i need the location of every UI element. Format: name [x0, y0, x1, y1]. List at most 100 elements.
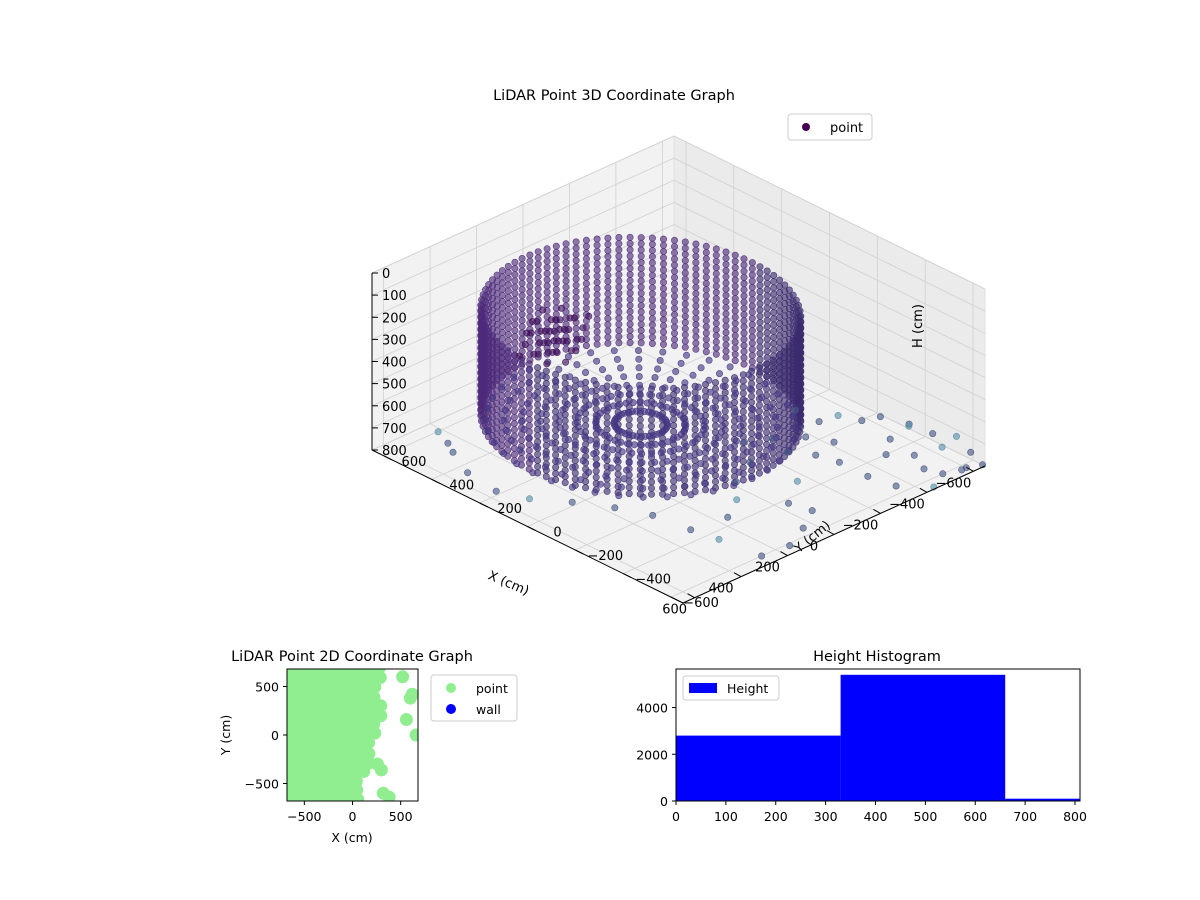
data-point-3d: [615, 320, 623, 328]
data-point-3d: [693, 408, 701, 416]
data-point-3d: [626, 270, 634, 278]
data-point-3d: [582, 267, 590, 275]
data-point-3d: [563, 400, 571, 408]
data-point-3d: [525, 446, 533, 454]
data-point-3d: [576, 476, 584, 484]
data-point-3d: [952, 432, 960, 440]
data-point-3d: [483, 404, 491, 412]
data-point-3d: [626, 258, 634, 266]
data-point-3d: [614, 476, 622, 484]
data-point-3d: [692, 314, 700, 322]
data-point-2d: [350, 746, 364, 760]
data-point-3d: [712, 350, 720, 358]
data-point-3d: [485, 386, 493, 394]
data-point-3d: [572, 256, 580, 264]
data-point-2d: [304, 765, 318, 779]
data-point-2d: [287, 727, 295, 741]
data-point-3d: [510, 451, 518, 459]
data-point-3d: [626, 320, 634, 328]
data-point-3d: [755, 469, 763, 477]
data-point-3d: [561, 417, 569, 425]
data-point-3d: [756, 275, 764, 283]
data-point-3d: [534, 432, 542, 440]
data-point-3d: [755, 407, 763, 415]
x-tick-label-hist: 800: [1063, 809, 1087, 824]
data-point-2d: [315, 717, 329, 731]
data-point-3d: [543, 263, 551, 271]
data-point-3d: [603, 419, 611, 427]
data-point-3d: [556, 412, 564, 420]
data-point-2d: [344, 699, 358, 712]
data-point-3d: [510, 413, 518, 421]
data-point-3d: [572, 281, 580, 289]
data-point-3d: [661, 384, 669, 392]
data-point-2d: [374, 699, 388, 713]
data-point-3d: [588, 387, 596, 395]
data-point-3d: [660, 484, 668, 492]
data-point-3d: [607, 392, 615, 400]
data-point-3d: [525, 372, 533, 380]
data-point-3d: [514, 387, 522, 395]
data-point-2d: [322, 754, 336, 768]
data-point-2d: [322, 718, 336, 732]
data-point-2d: [373, 669, 387, 674]
data-point-3d: [967, 448, 975, 456]
data-point-3d: [534, 254, 542, 262]
data-point-2d: [287, 680, 294, 694]
data-point-3d: [498, 372, 506, 380]
data-point-3d: [876, 413, 884, 421]
data-point-2d: [344, 746, 358, 760]
data-point-3d: [527, 455, 535, 463]
legend-label-height: Height: [727, 681, 768, 696]
chart-2d-ticks: −500 0 500 −500 0 500: [245, 679, 413, 824]
data-point-3d: [763, 286, 771, 294]
data-point-3d: [692, 240, 700, 248]
data-point-3d: [691, 419, 699, 427]
y-tick-label-hist: 2000: [636, 747, 668, 762]
data-point-3d: [648, 277, 656, 285]
data-point-3d: [562, 296, 570, 304]
data-point-2d: [327, 689, 341, 703]
data-point-3d: [511, 295, 519, 303]
data-point-3d: [590, 450, 598, 458]
data-point-3d: [681, 343, 689, 351]
data-point-3d: [498, 310, 506, 318]
data-point-3d: [500, 416, 508, 424]
data-point-3d: [683, 463, 691, 471]
data-point-3d: [692, 290, 700, 298]
data-point-3d: [701, 486, 709, 494]
data-point-3d: [722, 322, 730, 330]
data-point-3d: [659, 266, 667, 274]
data-point-3d: [659, 334, 667, 342]
data-point-3d: [511, 302, 519, 310]
data-point-3d: [731, 264, 739, 272]
data-point-3d: [692, 271, 700, 279]
data-point-2d: [317, 783, 330, 797]
data-point-3d: [504, 275, 512, 283]
data-point-3d: [572, 300, 580, 308]
data-point-3d: [570, 314, 578, 322]
data-point-3d: [732, 377, 740, 385]
data-point-3d: [743, 448, 751, 456]
data-point-3d: [802, 433, 810, 441]
data-point-2d: [362, 669, 376, 675]
data-point-3d: [553, 348, 561, 356]
data-point-2d: [293, 736, 307, 750]
data-point-2d: [287, 671, 295, 685]
data-point-2d: [311, 728, 324, 742]
data-point-3d: [582, 242, 590, 250]
data-point-3d: [740, 298, 748, 306]
data-point-3d: [740, 304, 748, 312]
data-point-3d: [572, 269, 580, 277]
data-point-3d: [526, 300, 534, 308]
data-point-3d: [771, 413, 779, 421]
data-point-3d: [669, 466, 677, 474]
data-point-3d: [498, 366, 506, 374]
data-point-3d: [482, 416, 490, 424]
data-point-3d: [756, 294, 764, 302]
data-point-3d: [659, 241, 667, 249]
data-point-3d: [565, 325, 573, 333]
data-point-3d: [534, 291, 542, 299]
data-point-3d: [681, 319, 689, 327]
data-point-3d: [702, 298, 710, 306]
